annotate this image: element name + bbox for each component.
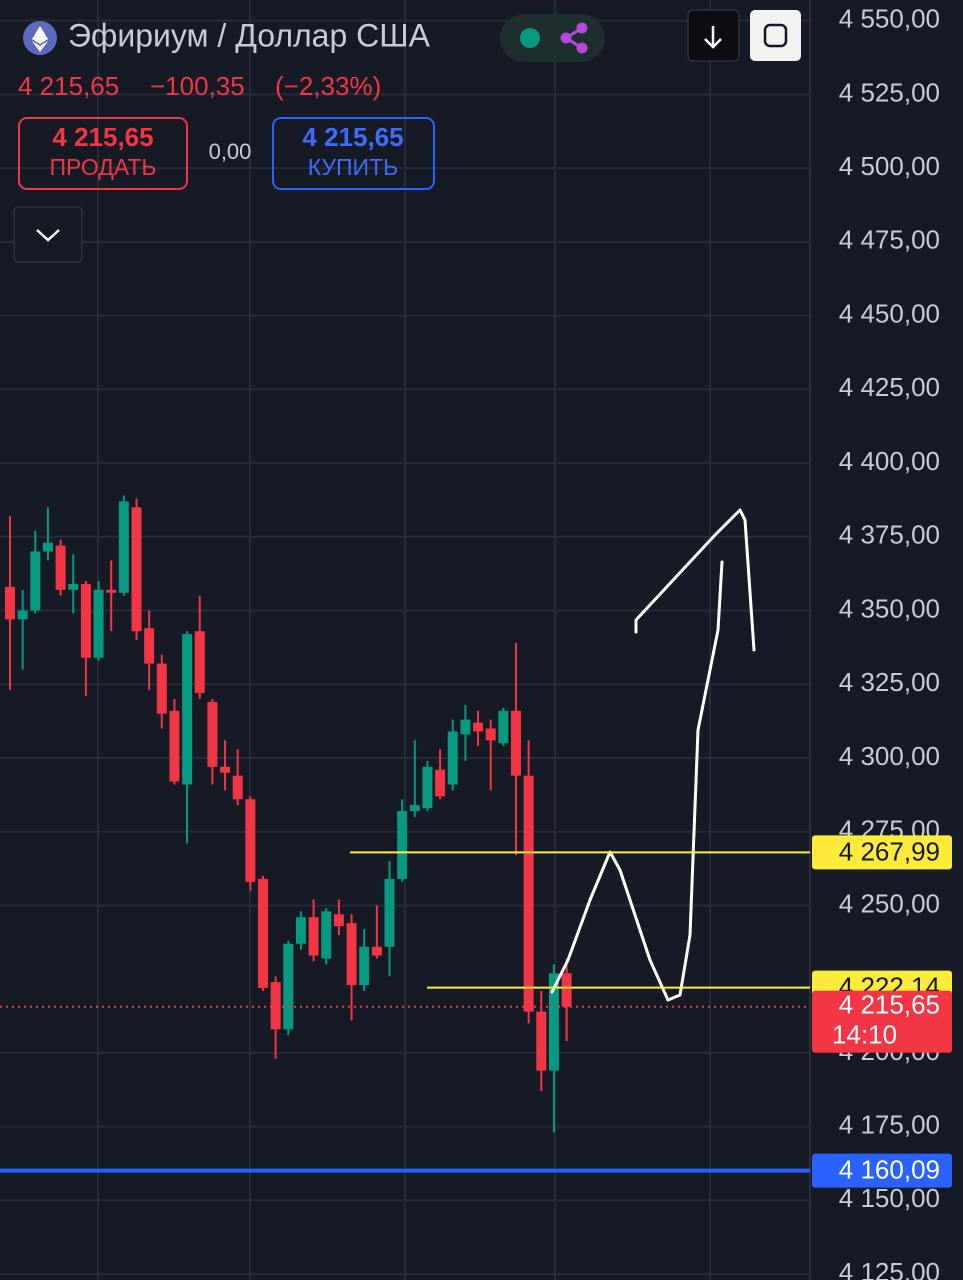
countdown: 14:10 — [832, 1020, 897, 1050]
candle-body — [548, 973, 559, 1071]
candle-body — [106, 589, 117, 593]
candle-body — [93, 589, 104, 658]
candle-body — [220, 766, 231, 773]
fullscreen-button[interactable] — [750, 10, 801, 61]
candle-body — [473, 722, 484, 732]
candle-body — [523, 775, 534, 1012]
y-tick-label: 4 450,00 — [839, 298, 940, 328]
candle-body — [447, 731, 458, 785]
status-pill[interactable] — [500, 14, 605, 62]
price-level-tag — [812, 835, 952, 870]
candle-body — [118, 501, 129, 593]
candle-body — [511, 710, 521, 776]
price-change-percent: (−2,33%) — [275, 71, 381, 101]
y-tick-label: 4 125,00 — [839, 1257, 940, 1280]
candle-body — [182, 634, 193, 785]
candle-body — [371, 946, 382, 956]
y-tick-label: 4 425,00 — [839, 372, 940, 402]
candle-body — [156, 663, 167, 714]
grid — [0, 19, 810, 1276]
candle-body — [55, 545, 66, 590]
y-tick-label: 4 175,00 — [839, 1110, 940, 1140]
buy-label: КУПИТЬ — [308, 154, 398, 180]
chevron-icon — [36, 229, 60, 242]
y-tick-label: 4 500,00 — [839, 151, 940, 181]
candle-body — [333, 914, 344, 927]
candle-body — [283, 943, 294, 1030]
last-price: 4 215,65 — [18, 71, 119, 101]
price-change: −100,35 — [150, 71, 245, 101]
y-tick-label: 4 475,00 — [839, 225, 940, 255]
vertical-grid — [97, 0, 711, 1280]
price-level-label: 4 160,09 — [839, 1154, 940, 1184]
symbol-title: Эфириум / Доллар США — [68, 17, 431, 53]
price-level-tag — [812, 1153, 952, 1188]
candle-body — [232, 775, 243, 800]
y-tick-label: 4 150,00 — [839, 1183, 940, 1213]
candle-body — [194, 631, 205, 694]
y-tick-label: 4 400,00 — [839, 446, 940, 476]
candle-body — [245, 799, 256, 882]
candle-body — [321, 911, 332, 959]
candle-body — [131, 507, 142, 632]
candle-body — [359, 946, 370, 986]
buy-price: 4 215,65 — [302, 122, 403, 152]
share-icon — [560, 22, 588, 54]
price-level-label: 4 267,99 — [839, 836, 940, 866]
candle-body — [207, 701, 218, 767]
candle-body — [308, 917, 319, 956]
y-tick-label: 4 350,00 — [839, 593, 940, 623]
candle-body — [485, 728, 496, 741]
candle-body — [270, 982, 281, 1030]
candle-body — [258, 878, 268, 989]
buy-button[interactable] — [272, 117, 435, 190]
candle-body — [144, 628, 155, 664]
expand-button[interactable] — [13, 206, 83, 263]
market-open-dot — [520, 28, 540, 48]
y-tick-label: 4 300,00 — [839, 741, 940, 771]
candle-body — [460, 719, 471, 735]
candles — [5, 495, 572, 1133]
candle-body — [30, 551, 41, 611]
candle-body — [435, 769, 446, 797]
y-tick-label: 4 250,00 — [839, 888, 940, 918]
candle-body — [42, 542, 53, 552]
y-tick-label: 4 375,00 — [839, 520, 940, 550]
candle-body — [5, 586, 15, 620]
candle-body — [561, 973, 572, 1007]
last-price-tag — [812, 990, 952, 1053]
candle-body — [295, 917, 306, 944]
download-icon — [704, 26, 722, 49]
sell-price: 4 215,65 — [52, 122, 153, 152]
candle-body — [409, 805, 420, 812]
candle-body — [536, 1011, 547, 1071]
sell-button[interactable] — [18, 117, 188, 190]
candle-body — [422, 766, 433, 809]
y-tick-label: 4 550,00 — [839, 4, 940, 34]
y-tick-label: 4 525,00 — [839, 77, 940, 107]
candle-body — [68, 583, 79, 590]
candle-body — [17, 610, 28, 620]
fullscreen-icon — [763, 23, 788, 48]
candle-body — [397, 811, 408, 879]
last-price-label: 4 215,65 — [839, 990, 940, 1020]
spread: 0,00 — [209, 139, 252, 164]
sell-label: ПРОДАТЬ — [49, 154, 156, 180]
candle-body — [80, 583, 91, 658]
candle-body — [346, 923, 357, 986]
price-axis: 4 550,00 4 525,00 4 500,00 4 475,00 4 450,00… — [839, 4, 940, 1280]
candle-body — [169, 710, 180, 782]
candle-body — [498, 710, 509, 744]
y-tick-label: 4 325,00 — [839, 667, 940, 697]
eth-glyph — [32, 26, 48, 52]
candle-body — [384, 878, 395, 947]
hand-drawn-arrow — [550, 508, 756, 1002]
